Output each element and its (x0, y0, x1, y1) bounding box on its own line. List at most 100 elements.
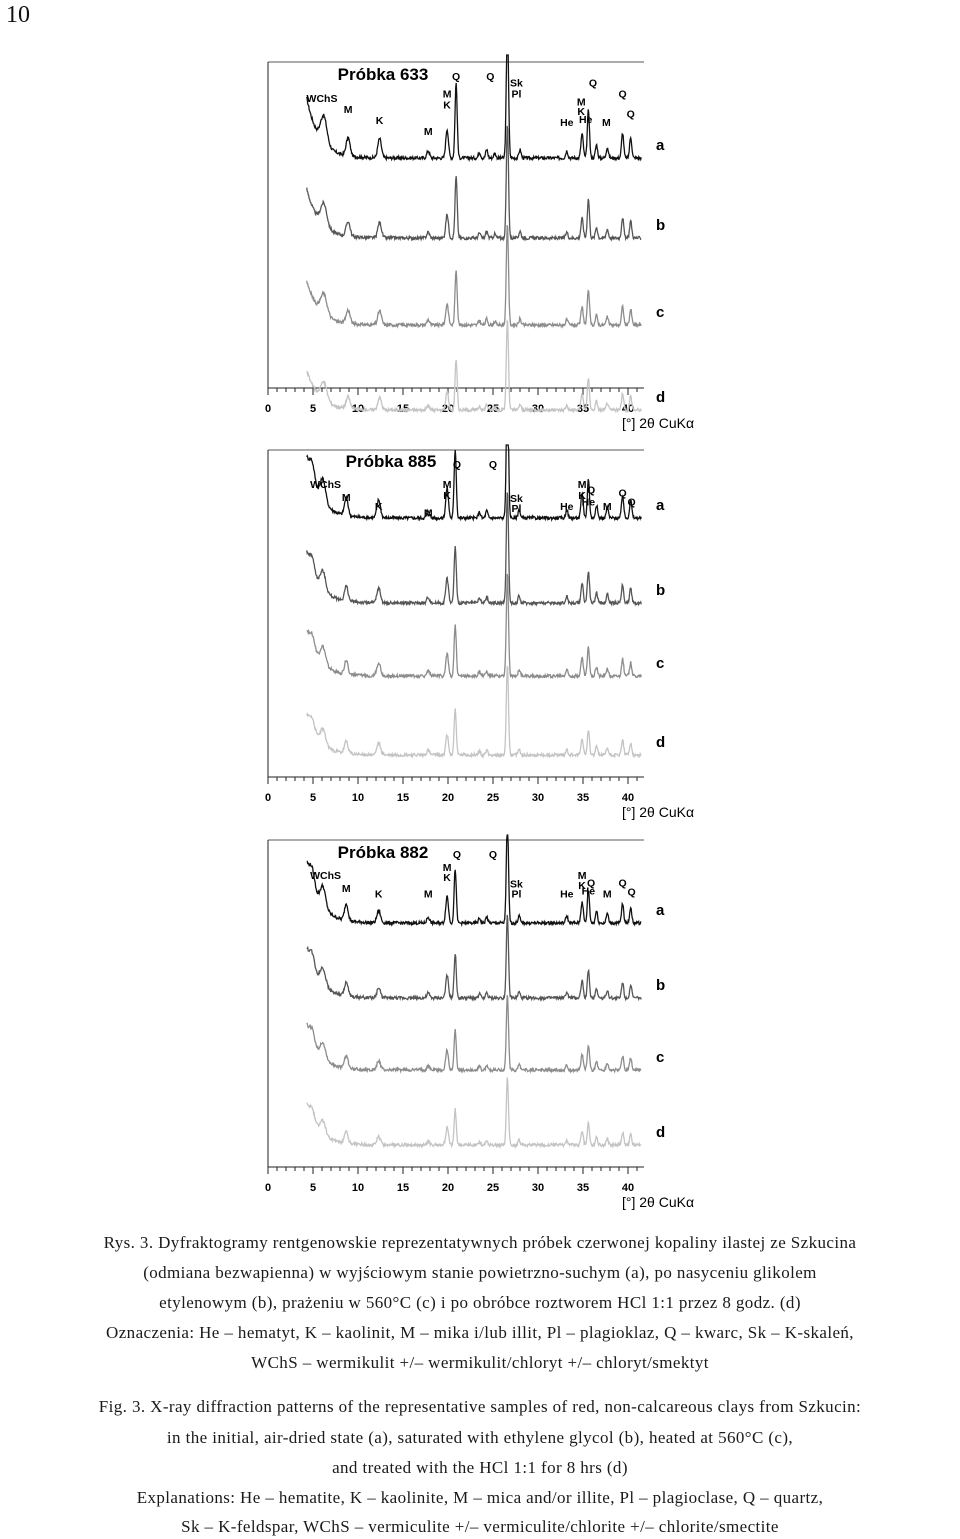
peak-annotation: K (375, 889, 383, 901)
x-tick-label: 0 (265, 403, 271, 415)
peak-annotation: He (560, 889, 574, 901)
peak-annotation: K (443, 490, 451, 502)
peak-annotation: Q (627, 108, 635, 120)
caption-en-line-5: Sk – K-feldspar, WChS – vermiculite +/– … (181, 1517, 779, 1536)
caption-pl-line-4: Oznaczenia: He – hematyt, K – kaolinit, … (106, 1323, 854, 1342)
x-tick-label: 0 (265, 792, 271, 804)
caption-pl-line-3: etylenowym (b), prażeniu w 560°C (c) i p… (159, 1293, 801, 1312)
series-line-d (306, 318, 642, 414)
caption-en-line-1: Fig. 3. X-ray diffraction patterns of th… (98, 1397, 862, 1416)
peak-annotation: K (443, 872, 451, 884)
series-label-b: b (656, 977, 665, 994)
peak-annotation: M (578, 479, 587, 491)
peak-annotation: Sk (510, 78, 523, 90)
peak-annotation: M (342, 492, 351, 504)
x-tick-label: 40 (622, 1182, 634, 1194)
series-line-a (306, 444, 642, 523)
chart-title: Próbka 885 (346, 452, 437, 471)
x-tick-label: 35 (577, 1182, 589, 1194)
x-axis-unit-label: [°] 2θ CuKα (622, 415, 694, 431)
x-tick-label: 40 (622, 792, 634, 804)
peak-annotation: M (577, 96, 586, 108)
peak-annotation: K (578, 490, 586, 502)
peak-annotation: Q (628, 496, 636, 508)
peak-annotation: Pl (511, 503, 521, 515)
peak-annotation: WChS (310, 479, 341, 491)
x-tick-label: 30 (532, 792, 544, 804)
series-label-d: d (656, 734, 665, 751)
peak-annotation: Q (453, 459, 461, 471)
series-line-a (306, 834, 642, 928)
peak-annotation: Q (486, 71, 494, 83)
chart-title: Próbka 882 (338, 843, 429, 862)
x-tick-label: 25 (487, 792, 499, 804)
x-tick-label: 15 (397, 1182, 409, 1194)
peak-annotation: Q (587, 484, 595, 496)
peak-annotation: M (443, 89, 452, 101)
x-axis-unit-label: [°] 2θ CuKα (622, 1194, 694, 1210)
series-label-b: b (656, 217, 665, 234)
series-line-a (306, 54, 642, 163)
series-label-a: a (656, 902, 665, 919)
peak-annotation: M (443, 862, 452, 874)
peak-annotation: Pl (511, 889, 521, 901)
x-tick-label: 10 (352, 792, 364, 804)
peak-annotation: Q (489, 459, 497, 471)
peak-annotation: Sk (510, 879, 523, 891)
peak-annotation: K (578, 880, 586, 892)
peak-annotation: Pl (511, 89, 521, 101)
peak-annotation: M (424, 889, 433, 901)
x-tick-label: 5 (310, 403, 316, 415)
x-tick-label: 15 (397, 792, 409, 804)
caption-en-line-3: and treated with the HCl 1:1 for 8 hrs (… (332, 1458, 628, 1477)
peak-annotation: Q (589, 78, 597, 90)
peak-annotation: He (579, 114, 593, 126)
peak-annotation: M (602, 117, 611, 129)
page-number: 10 (6, 2, 30, 28)
x-tick-label: 35 (577, 792, 589, 804)
peak-annotation: Q (587, 878, 595, 890)
peak-annotation: M (443, 479, 452, 491)
peak-annotation: Q (628, 886, 636, 898)
diffractogram-probka-885: 0 5 10 15 20 25 30 35 40[°] 2θ CuKα Próbka 885 a b c… (265, 444, 694, 820)
peak-annotation: M (578, 870, 587, 882)
series-line-d (306, 665, 642, 759)
series-line-b (306, 492, 642, 607)
series-label-d: d (656, 1124, 665, 1141)
x-axis-unit-label: [°] 2θ CuKα (622, 804, 694, 820)
peak-annotation: Q (453, 849, 461, 861)
peak-annotation: He (582, 496, 596, 508)
peak-annotation: He (582, 885, 596, 897)
chart-title: Próbka 633 (338, 65, 429, 84)
x-tick-label: 30 (532, 1182, 544, 1194)
caption-en-line-2: in the initial, air-dried state (a), sat… (166, 1428, 794, 1447)
peak-annotation: WChS (310, 870, 341, 882)
peak-annotation: K (443, 100, 451, 112)
peak-annotation: K (577, 106, 585, 118)
diffractogram-probka-882: 0 5 10 15 20 25 30 35 40[°] 2θ CuKα Próbka 882 a b c… (265, 834, 694, 1210)
peak-annotation: K (376, 115, 384, 127)
series-label-a: a (656, 137, 665, 154)
peak-annotation: Sk (510, 493, 523, 505)
x-tick-label: 0 (265, 1182, 271, 1194)
peak-annotation: He (560, 501, 574, 513)
series-line-d (306, 1077, 642, 1150)
x-tick-label: 20 (442, 792, 454, 804)
x-tick-label: 5 (310, 1182, 316, 1194)
series-line-c (306, 573, 642, 680)
peak-annotation: M (424, 126, 433, 138)
caption-pl-line-5: WChS – wermikulit +/– wermikulit/chloryt… (251, 1353, 709, 1372)
peak-annotation: M (344, 104, 353, 116)
peak-annotation: M (603, 889, 612, 901)
peak-annotation: M (603, 501, 612, 513)
series-label-b: b (656, 582, 665, 599)
caption-pl-line-2: (odmiana bezwapienna) w wyjściowym stani… (143, 1263, 817, 1282)
peak-annotation: Q (452, 71, 460, 83)
peak-annotation: WChS (307, 93, 338, 105)
series-line-b (306, 914, 642, 1002)
peak-annotation: K (375, 501, 383, 513)
caption-pl-line-1: Rys. 3. Dyfraktogramy rentgenowskie repr… (103, 1233, 857, 1252)
x-tick-label: 25 (487, 1182, 499, 1194)
x-tick-label: 10 (352, 1182, 364, 1194)
